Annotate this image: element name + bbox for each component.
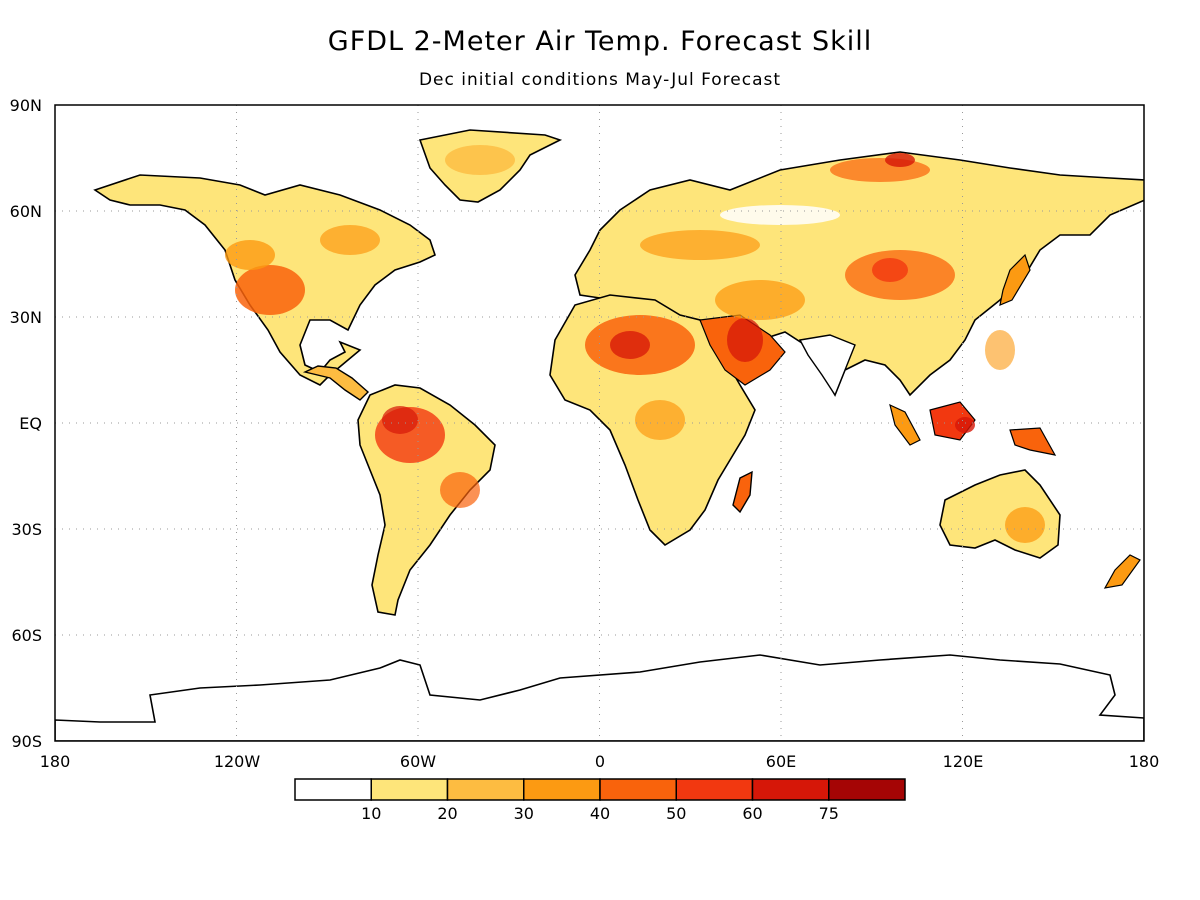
colorbar-swatch	[523, 778, 601, 801]
land-layer	[55, 129, 1144, 741]
lon-label-180w: 180	[40, 752, 71, 771]
colorbar-swatch	[599, 778, 677, 801]
colorbar-tick-label: 50	[666, 804, 686, 823]
colorbar-tick-label: 30	[514, 804, 534, 823]
colorbar-tick-label: 40	[590, 804, 610, 823]
colorbar-swatch	[294, 778, 372, 801]
map-title: GFDL 2-Meter Air Temp. Forecast Skill	[327, 26, 873, 57]
central-america-land	[302, 365, 370, 401]
map-gridlines	[55, 105, 1144, 741]
colorbar-tick-label: 20	[437, 804, 457, 823]
colorbar-tick-label: 10	[361, 804, 381, 823]
map-frame	[54, 104, 1145, 742]
india-land	[798, 334, 856, 397]
lat-label-eq: EQ	[19, 414, 42, 433]
australia-land	[939, 469, 1061, 559]
lon-label-60w: 60W	[400, 752, 436, 771]
new-zealand-land	[1103, 554, 1141, 589]
lon-label-180e: 180	[1129, 752, 1160, 771]
lon-label-120e: 120E	[943, 752, 984, 771]
colorbar-swatch	[828, 778, 906, 801]
colorbar-swatch	[675, 778, 754, 801]
madagascar-land	[732, 470, 753, 514]
colorbar: 10 20 30 40 50 60 75	[294, 778, 906, 823]
colorbar-swatch	[446, 778, 525, 801]
colorbar-tick-label: 75	[819, 804, 839, 823]
lat-label-30s: 30S	[11, 520, 42, 539]
lon-label-0: 0	[595, 752, 605, 771]
lon-label-120w: 120W	[214, 752, 261, 771]
japan-land	[999, 253, 1031, 306]
map-subtitle: Dec initial conditions May-Jul Forecast	[418, 70, 782, 90]
lon-label-60e: 60E	[766, 752, 796, 771]
lat-label-30n: 30N	[10, 308, 42, 327]
skill-hotspots	[225, 145, 1045, 543]
lat-label-90n: 90N	[10, 96, 42, 115]
colorbar-swatch	[751, 778, 830, 801]
lat-label-90s: 90S	[11, 732, 42, 751]
new-guinea-land	[1009, 427, 1057, 456]
lat-label-60n: 60N	[10, 202, 42, 221]
lat-label-60s: 60S	[11, 626, 42, 645]
colorbar-tick-label: 60	[742, 804, 762, 823]
sumatra-land	[889, 403, 921, 446]
antarctica-coast	[55, 654, 1144, 741]
colorbar-swatch	[370, 778, 449, 801]
